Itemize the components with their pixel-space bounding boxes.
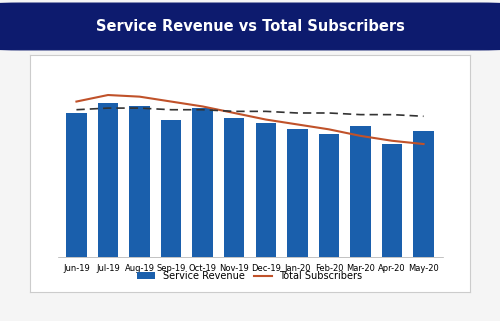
- Bar: [382, 144, 402, 257]
- Bar: [318, 134, 339, 257]
- FancyBboxPatch shape: [0, 3, 500, 50]
- Bar: [98, 103, 118, 257]
- Bar: [130, 107, 150, 257]
- Bar: [66, 113, 86, 257]
- Bar: [287, 129, 308, 257]
- Bar: [224, 118, 244, 257]
- Text: SERVICE REVENUE: SERVICE REVENUE: [455, 133, 461, 201]
- Bar: [414, 131, 434, 257]
- Text: TOTAL SUBSCRIBERS: TOTAL SUBSCRIBERS: [41, 128, 47, 206]
- Bar: [256, 123, 276, 257]
- Legend: Service Revenue, Total Subscribers: Service Revenue, Total Subscribers: [134, 267, 366, 285]
- Text: Service Revenue vs Total Subscribers: Service Revenue vs Total Subscribers: [96, 19, 405, 34]
- Bar: [192, 108, 213, 257]
- Bar: [350, 126, 370, 257]
- Bar: [161, 119, 182, 257]
